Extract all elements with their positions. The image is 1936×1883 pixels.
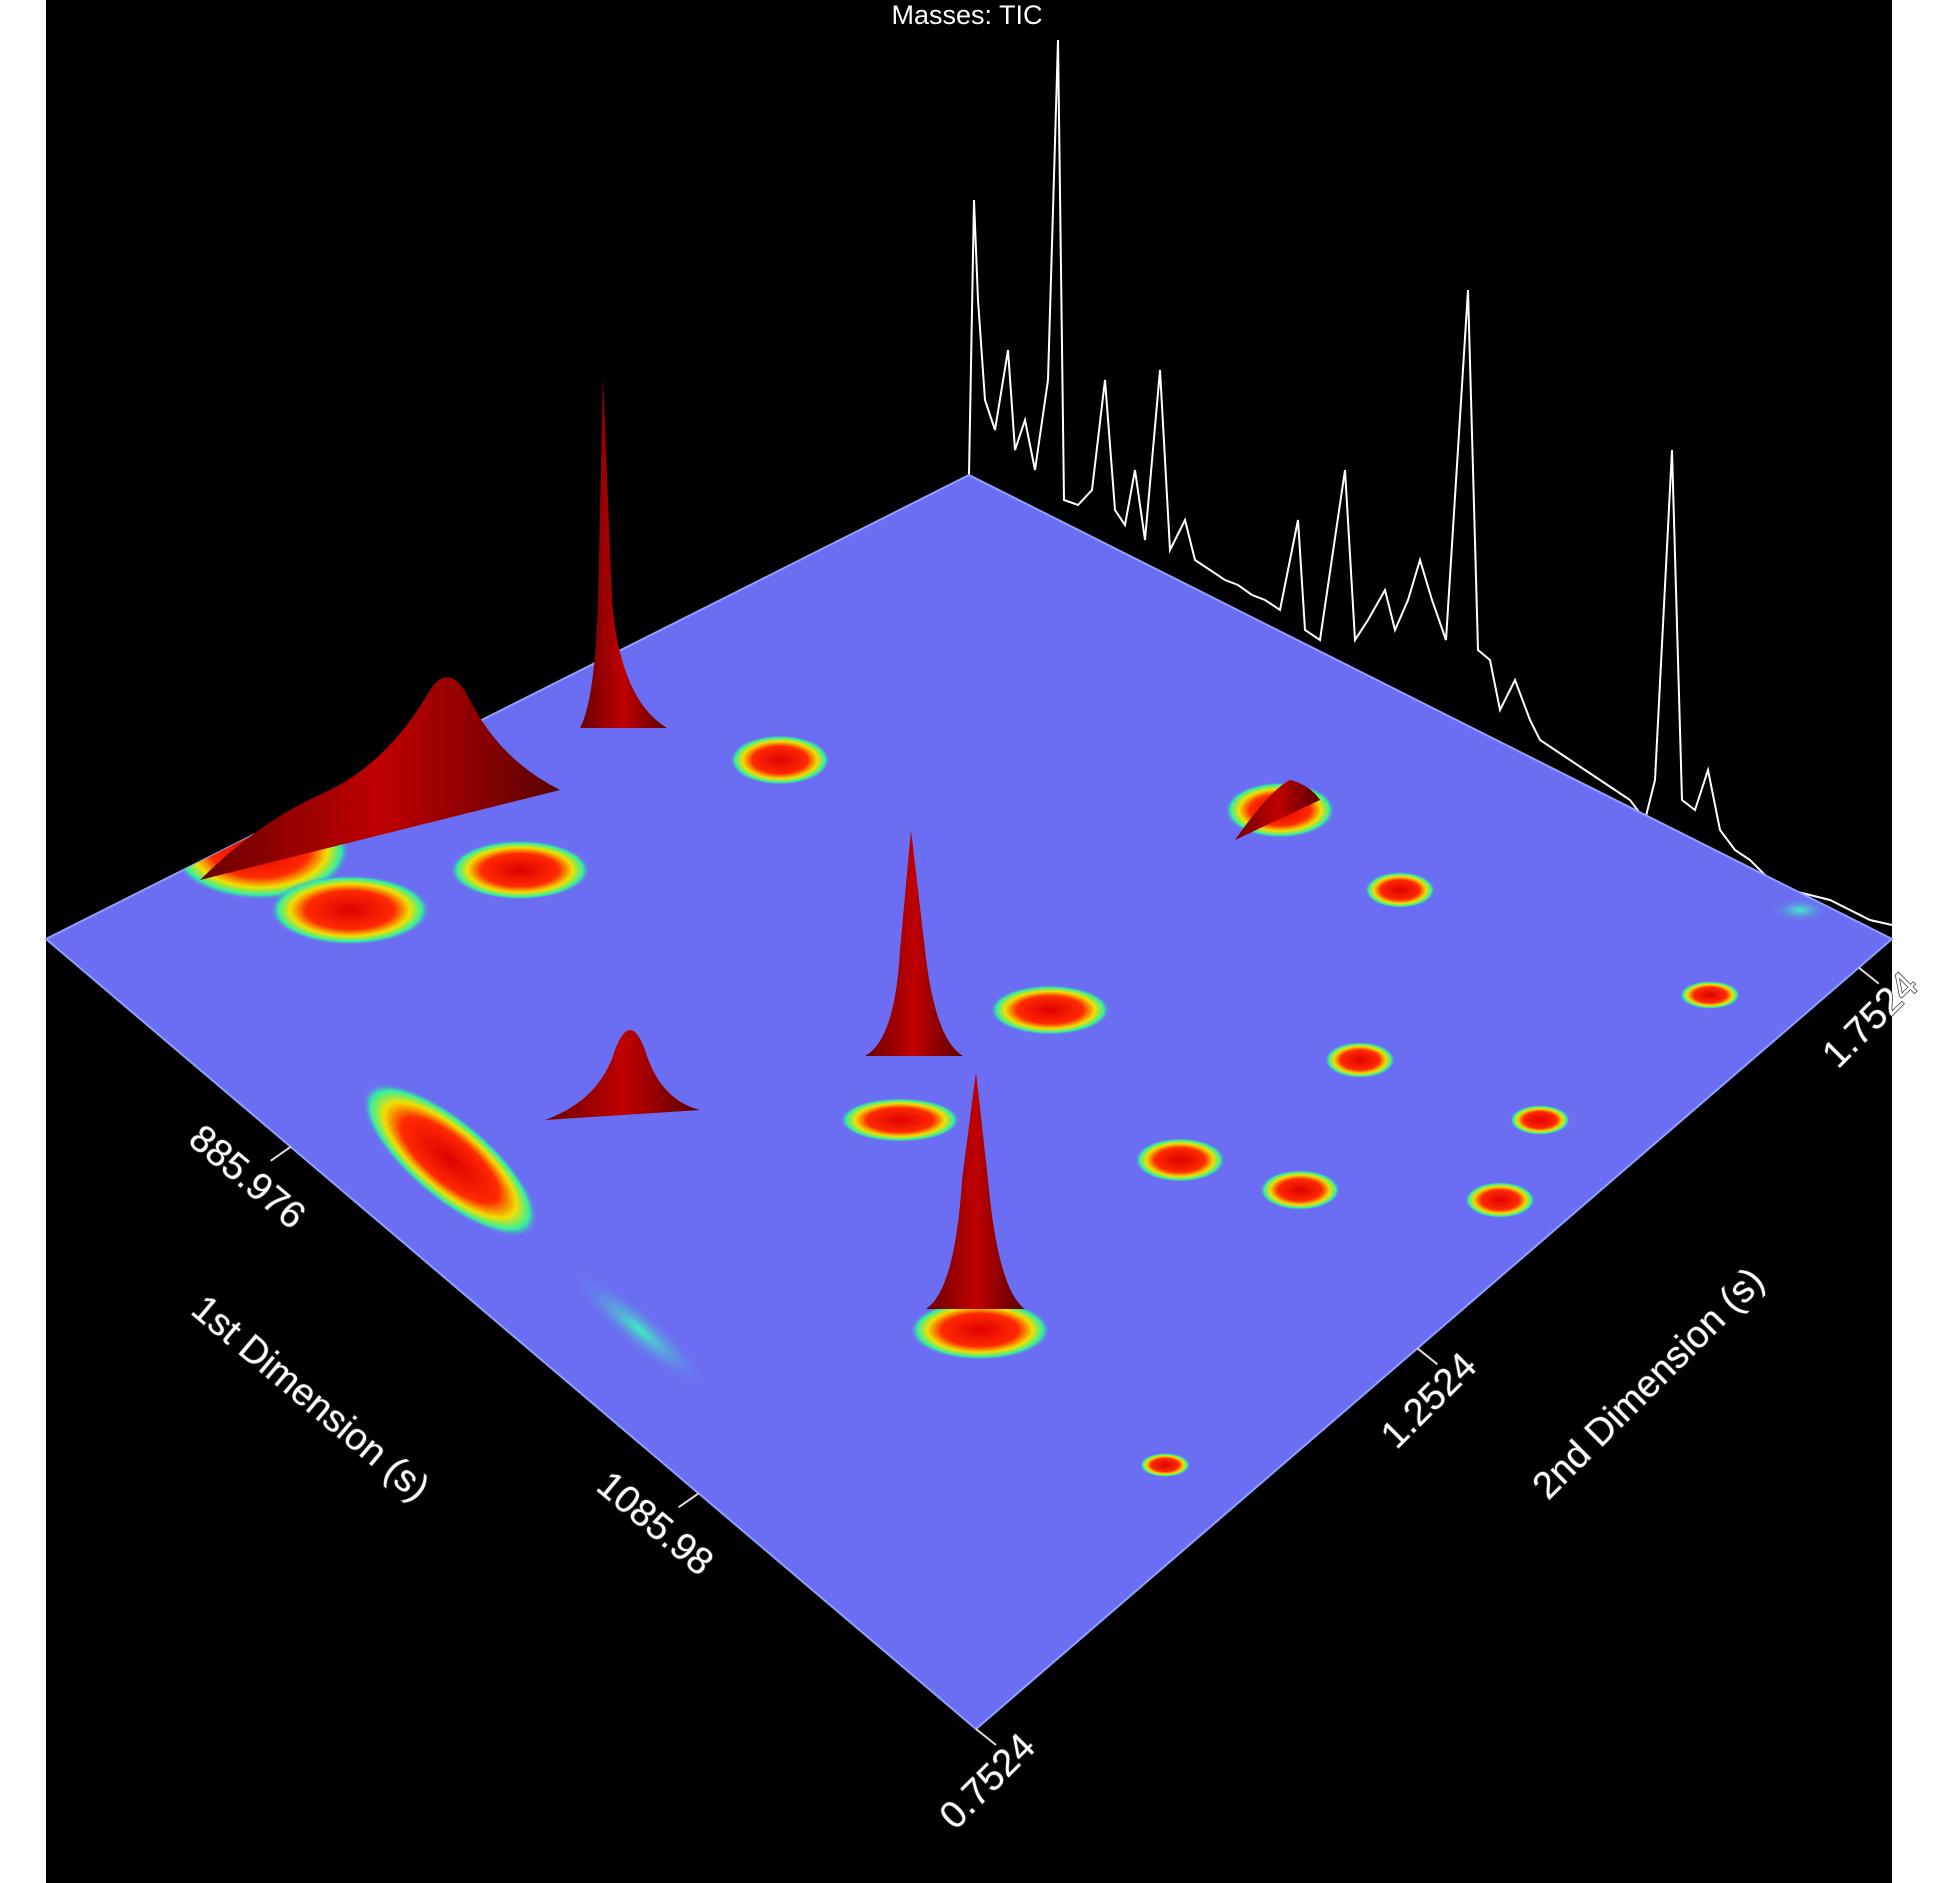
x-tick <box>270 1146 292 1162</box>
y-tick <box>1858 966 1880 985</box>
y-tick <box>975 1728 997 1746</box>
peak <box>1235 780 1320 840</box>
chart-title: Masses: TIC <box>891 0 1042 30</box>
peak <box>926 1072 1025 1309</box>
tic-trace <box>968 39 1893 926</box>
peak <box>200 677 560 880</box>
peak <box>580 377 667 728</box>
surface-spots <box>170 735 1830 1477</box>
peak <box>545 1030 700 1120</box>
peak <box>865 830 963 1056</box>
x-tick <box>678 1492 700 1509</box>
y-tick <box>1416 1347 1439 1366</box>
